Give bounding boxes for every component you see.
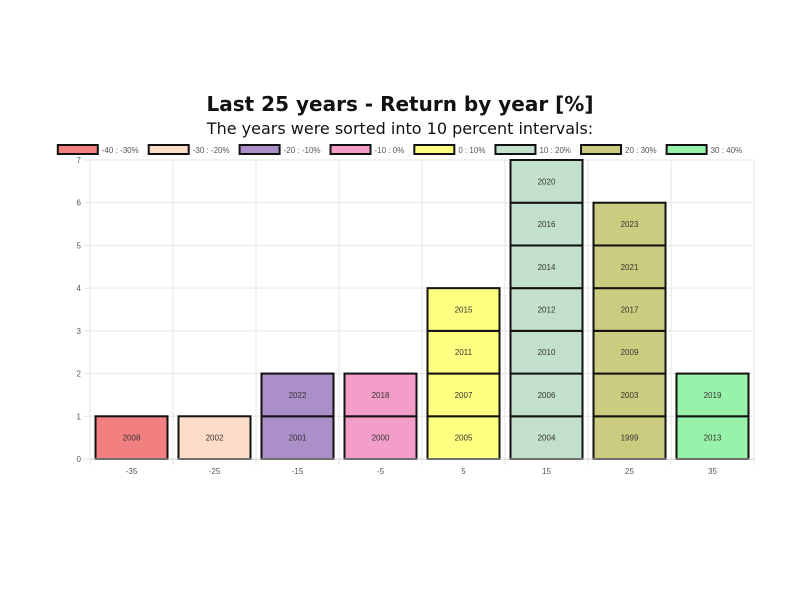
x-tick-label: -25 (209, 467, 221, 476)
bar-segment (509, 244, 584, 290)
x-tick-label: 25 (625, 467, 634, 476)
y-tick-label: 6 (77, 199, 82, 208)
legend-label: -30 : -20% (193, 146, 230, 155)
bar-year-label: 2023 (621, 220, 639, 229)
y-tick-label: 2 (77, 370, 82, 379)
y-tick-label: 5 (77, 241, 82, 250)
x-tick-label: 35 (708, 467, 717, 476)
bar-segment (509, 201, 584, 247)
bar-segment (592, 201, 667, 247)
legend-swatch[interactable] (56, 144, 99, 155)
bar-year-label: 2015 (455, 306, 473, 315)
bar-year-label: 2022 (289, 391, 307, 400)
bar-year-label: 2010 (538, 348, 556, 357)
x-tick-label: -35 (126, 467, 138, 476)
bar-segment (509, 372, 584, 418)
bar-year-label: 2013 (704, 434, 722, 443)
bar-year-label: 2002 (206, 434, 224, 443)
bar-year-label: 2012 (538, 306, 556, 315)
chart-title: Last 25 years - Return by year [%] (206, 92, 594, 116)
y-tick-label: 0 (77, 455, 82, 464)
bar-segment (675, 372, 750, 418)
bar-year-label: 2016 (538, 220, 556, 229)
bar-segment (426, 287, 501, 332)
bar-segment (509, 287, 584, 332)
legend-label: -40 : -30% (102, 146, 139, 155)
bar-year-label: 2019 (704, 391, 722, 400)
legend-swatch[interactable] (494, 144, 537, 155)
bar-segment (426, 329, 501, 375)
bar-year-label: 2000 (372, 434, 390, 443)
legend-swatch[interactable] (580, 144, 623, 155)
legend-label: -10 : 0% (375, 146, 405, 155)
y-tick-label: 7 (77, 156, 82, 165)
x-tick-label: 15 (542, 467, 551, 476)
bar-year-label: 2011 (455, 348, 473, 357)
bar-year-label: 2021 (621, 263, 639, 272)
legend-label: 10 : 20% (539, 146, 571, 155)
bar-segment (260, 372, 335, 418)
bar-segment (509, 415, 584, 460)
bar-year-label: 2008 (123, 434, 141, 443)
bar-year-label: 2001 (289, 434, 307, 443)
legend: -40 : -30% -30 : -20% -20 : -10% -10 : 0% 0 … (56, 144, 743, 155)
bar-year-label: 2020 (538, 177, 556, 186)
bar-segment (426, 372, 501, 418)
bar-year-label: 2006 (538, 391, 556, 400)
y-tick-label: 3 (77, 327, 82, 336)
bars: 2008 2002 2001 2022 2000 2018 2005 2007 2011 2015… (94, 159, 750, 460)
y-tick-label: 4 (77, 284, 82, 293)
legend-label: 30 : 40% (711, 146, 743, 155)
bar-year-label: 2007 (455, 391, 473, 400)
bar-segment (94, 415, 169, 460)
x-tick-label: -15 (292, 467, 304, 476)
bar-year-label: 2017 (621, 306, 639, 315)
legend-swatch[interactable] (329, 144, 372, 155)
bar-year-label: 2005 (455, 434, 473, 443)
bar-segment (592, 415, 667, 460)
x-tick-label: -5 (377, 467, 385, 476)
bar-year-label: 2003 (621, 391, 639, 400)
bar-segment (509, 159, 584, 204)
chart-subtitle: The years were sorted into 10 percent in… (206, 119, 594, 138)
bar-year-label: 1999 (621, 434, 639, 443)
bar-year-label: 2004 (538, 434, 556, 443)
y-tick-label: 1 (77, 412, 82, 421)
axes: 0 1 2 3 4 5 6 7 -35 -25 -15 -5 5 15 25 35 (77, 156, 754, 476)
bar-year-label: 2018 (372, 391, 390, 400)
bar-segment (343, 372, 418, 418)
legend-swatch[interactable] (147, 144, 190, 155)
bar-segment (426, 415, 501, 460)
bar-year-label: 2014 (538, 263, 556, 272)
legend-swatch[interactable] (413, 144, 456, 155)
bar-segment (260, 415, 335, 460)
bar-segment (592, 372, 667, 418)
legend-label: 20 : 30% (625, 146, 657, 155)
x-tick-label: 5 (461, 467, 466, 476)
legend-swatch[interactable] (665, 144, 708, 155)
legend-label: -20 : -10% (284, 146, 321, 155)
legend-label: 0 : 10% (458, 146, 485, 155)
legend-swatch[interactable] (238, 144, 281, 155)
bar-segment (509, 329, 584, 375)
bar-segment (592, 329, 667, 375)
bar-segment (177, 415, 252, 460)
bar-year-label: 2009 (621, 348, 639, 357)
